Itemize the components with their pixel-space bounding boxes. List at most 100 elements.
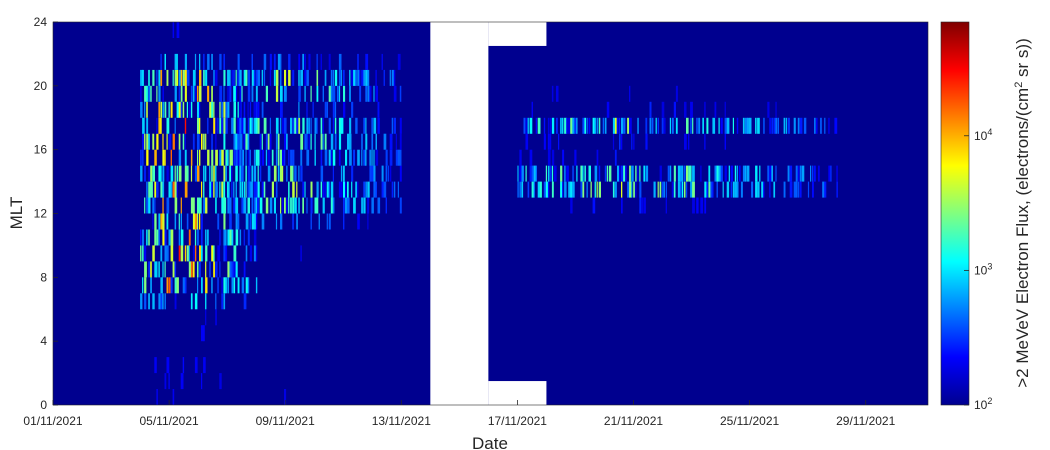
heatmap-cell xyxy=(199,149,201,166)
heatmap-cell xyxy=(353,197,356,214)
heatmap-cell xyxy=(828,165,831,182)
heatmap-cell xyxy=(302,181,304,198)
heatmap-cell xyxy=(375,149,379,166)
heatmap-cell xyxy=(722,181,724,198)
heatmap-cell xyxy=(146,117,149,134)
heatmap-cell xyxy=(787,165,790,182)
heatmap-cell xyxy=(399,165,402,182)
heatmap-cell xyxy=(316,69,319,86)
heatmap-cell xyxy=(237,213,240,230)
heatmap-cell xyxy=(365,181,368,198)
heatmap-cell xyxy=(199,69,202,86)
heatmap-cell xyxy=(261,213,265,230)
heatmap-cell xyxy=(519,181,522,198)
heatmap-cell xyxy=(594,117,596,134)
heatmap-cell xyxy=(164,293,166,310)
heatmap-cell xyxy=(755,165,758,182)
heatmap-cell xyxy=(192,213,196,230)
heatmap-cell xyxy=(197,117,200,134)
heatmap-cell xyxy=(708,165,711,182)
heatmap-cell xyxy=(253,101,257,118)
heatmap-cell xyxy=(377,197,381,214)
heatmap-cell xyxy=(570,197,573,214)
heatmap-cell xyxy=(176,69,179,86)
heatmap-cell xyxy=(207,229,209,246)
heatmap-cell xyxy=(255,213,258,230)
heatmap-cell xyxy=(645,165,649,182)
heatmap-cell xyxy=(606,101,610,118)
heatmap-cell xyxy=(245,69,248,86)
heatmap-cell xyxy=(712,117,716,134)
heatmap-cell xyxy=(162,85,164,102)
heatmap-cell xyxy=(245,181,247,198)
heatmap-cell xyxy=(148,197,151,214)
heatmap-cell xyxy=(296,213,298,230)
heatmap-cell xyxy=(306,101,308,118)
heatmap-cell xyxy=(751,181,754,198)
heatmap-cell xyxy=(241,149,243,166)
heatmap-cell xyxy=(140,149,142,166)
heatmap-cell xyxy=(197,277,199,294)
heatmap-cell xyxy=(320,117,323,134)
heatmap-cell xyxy=(205,277,208,294)
heatmap-cell xyxy=(665,197,667,214)
heatmap-cell xyxy=(619,133,621,150)
heatmap-cell xyxy=(814,117,816,134)
heatmap-cell xyxy=(178,245,181,262)
heatmap-cell xyxy=(814,165,816,182)
heatmap-cell xyxy=(249,149,251,166)
heatmap-cell xyxy=(233,101,236,118)
heatmap-cell xyxy=(535,117,537,134)
heatmap-cell xyxy=(316,53,318,70)
heatmap-cell xyxy=(682,165,684,182)
heatmap-cell xyxy=(688,165,691,182)
heatmap-cell xyxy=(769,165,773,182)
heatmap-cell xyxy=(203,165,205,182)
heatmap-cell xyxy=(282,117,285,134)
heatmap-cell xyxy=(684,101,687,118)
heatmap-cell xyxy=(209,181,212,198)
heatmap-cell xyxy=(690,165,692,182)
heatmap-cell xyxy=(247,69,250,86)
heatmap-cell xyxy=(217,277,219,294)
heatmap-cell xyxy=(824,117,826,134)
heatmap-cell xyxy=(267,149,271,166)
heatmap-cell xyxy=(363,181,365,198)
heatmap-cell xyxy=(592,117,595,134)
heatmap-cell xyxy=(156,389,158,405)
heatmap-cell xyxy=(192,261,195,278)
heatmap-cell xyxy=(629,181,632,198)
heatmap-cell xyxy=(231,261,235,278)
heatmap-cell xyxy=(533,165,536,182)
heatmap-cell xyxy=(320,165,324,182)
heatmap-cell xyxy=(369,149,371,166)
heatmap-cell xyxy=(330,149,333,166)
x-tick-label: 21/11/2021 xyxy=(604,414,663,428)
heatmap-cell xyxy=(273,165,277,182)
heatmap-cell xyxy=(178,101,182,118)
heatmap-cell xyxy=(170,149,172,166)
heatmap-cell xyxy=(146,133,149,150)
heatmap-cell xyxy=(154,197,156,214)
heatmap-cell xyxy=(182,277,186,294)
heatmap-cell xyxy=(184,133,186,150)
heatmap-cell xyxy=(679,165,683,182)
heatmap-cell xyxy=(219,373,222,390)
heatmap-cell xyxy=(391,181,394,198)
heatmap-cell xyxy=(724,101,726,118)
heatmap-cell xyxy=(199,197,202,214)
heatmap-cell xyxy=(243,101,246,118)
heatmap-cell xyxy=(225,149,229,166)
heatmap-cell xyxy=(233,277,236,294)
heatmap-cell xyxy=(568,117,570,134)
heatmap-cell xyxy=(310,213,312,230)
heatmap-cell xyxy=(249,213,252,230)
heatmap-cell xyxy=(562,181,564,198)
heatmap-cell xyxy=(395,149,399,166)
heatmap-cell xyxy=(265,85,268,102)
heatmap-cell xyxy=(686,181,688,198)
x-tick-label: 29/11/2021 xyxy=(836,414,895,428)
heatmap-cell xyxy=(704,181,707,198)
heatmap-cell xyxy=(684,165,686,182)
heatmap-cell xyxy=(178,85,180,102)
